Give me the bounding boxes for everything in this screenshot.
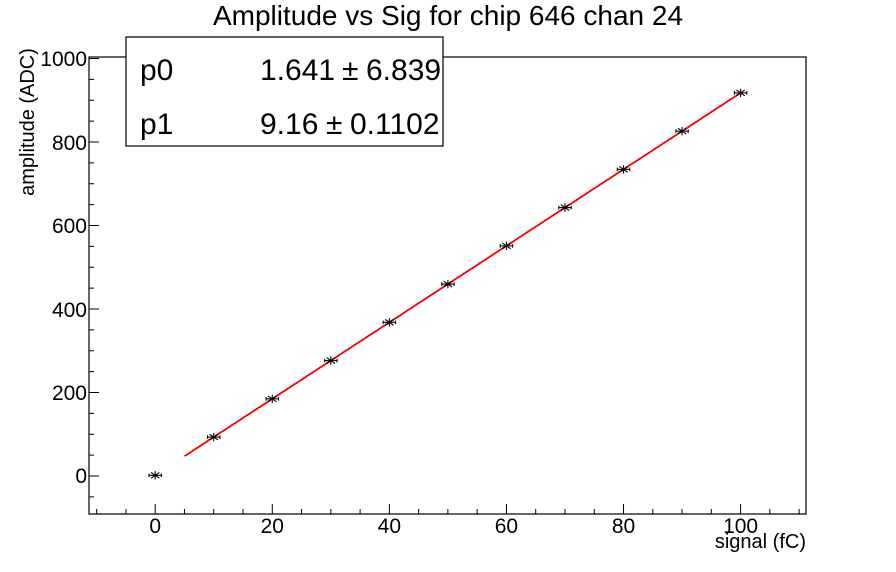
svg-text:0: 0 [149,515,161,538]
svg-text:400: 400 [52,299,87,322]
svg-text:±: ± [342,54,358,87]
svg-text:9.16: 9.16 [260,108,318,141]
svg-text:0: 0 [75,465,87,488]
svg-text:0.1102: 0.1102 [350,108,440,141]
svg-text:800: 800 [52,132,87,155]
svg-text:80: 80 [612,515,635,538]
svg-text:p0: p0 [140,54,173,87]
svg-text:20: 20 [261,515,284,538]
svg-text:±: ± [326,108,342,141]
svg-text:40: 40 [378,515,401,538]
svg-text:amplitude (ADC): amplitude (ADC) [17,48,39,196]
svg-text:200: 200 [52,382,87,405]
svg-text:600: 600 [52,215,87,238]
svg-text:Amplitude vs Sig for chip 646: Amplitude vs Sig for chip 646 chan 24 [213,0,683,31]
svg-text:6.839: 6.839 [366,54,441,87]
svg-text:1.641: 1.641 [260,54,335,87]
svg-text:100: 100 [723,515,758,538]
svg-text:1000: 1000 [40,48,87,71]
svg-text:60: 60 [495,515,518,538]
svg-text:p1: p1 [140,108,173,141]
